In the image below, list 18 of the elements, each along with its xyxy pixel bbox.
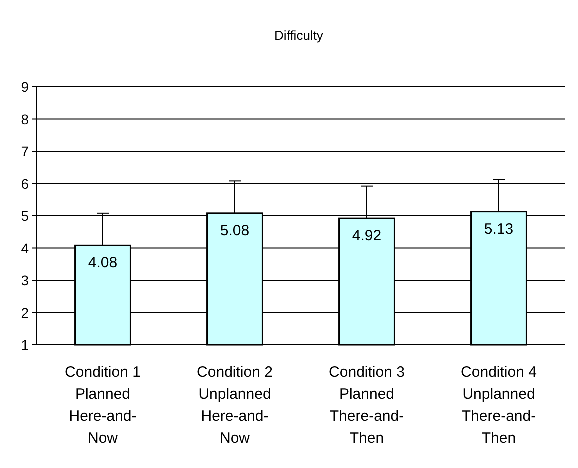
y-tick-label: 2 [21, 304, 30, 321]
y-tick-label: 3 [21, 272, 30, 288]
y-tick-label: 8 [21, 111, 30, 128]
x-tick-label: Condition 4 Unplanned There-and- Then [461, 364, 537, 447]
y-tick-label: 9 [21, 79, 30, 95]
y-tick-label: 5 [21, 208, 30, 224]
y-tick-label: 6 [21, 176, 30, 192]
x-tick-label: Condition 2 Unplanned Here-and- Now [197, 364, 273, 447]
data-label: 5.13 [484, 220, 514, 238]
chart-title: Difficulty [274, 28, 324, 43]
x-tick-label: Condition 1 Planned Here-and- Now [65, 364, 141, 447]
data-label: 5.08 [220, 222, 250, 240]
x-tick-label: Condition 3 Planned There-and- Then [329, 364, 405, 447]
y-tick-label: 7 [21, 144, 30, 160]
y-tick-label: 4 [21, 240, 30, 256]
data-label: 4.92 [352, 228, 382, 245]
data-label: 4.08 [88, 254, 118, 272]
y-tick-label: 1 [21, 337, 30, 353]
